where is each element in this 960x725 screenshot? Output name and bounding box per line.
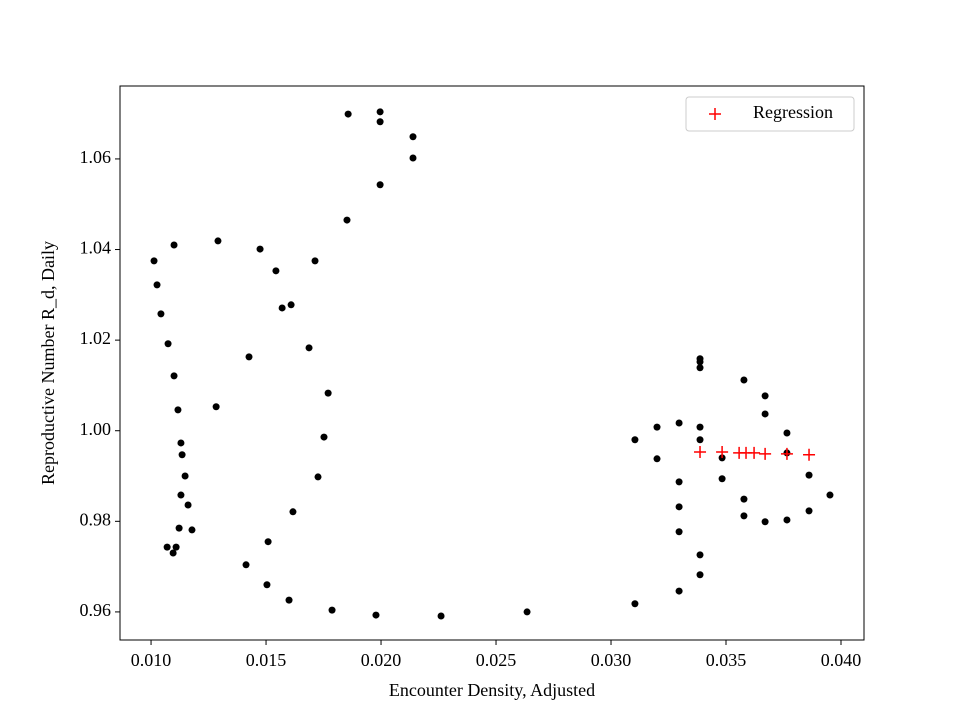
point <box>328 606 336 614</box>
point <box>376 108 384 116</box>
point <box>320 433 328 441</box>
point <box>696 423 704 431</box>
point <box>177 491 185 499</box>
x-tick-label: 0.040 <box>821 650 862 670</box>
point <box>748 446 761 459</box>
point <box>675 503 683 511</box>
x-tick-label: 0.010 <box>131 650 172 670</box>
y-tick-label: 1.06 <box>80 147 112 167</box>
point <box>150 257 158 265</box>
point <box>675 419 683 427</box>
point <box>761 410 769 418</box>
point <box>805 507 813 515</box>
point <box>175 524 183 532</box>
point <box>214 237 222 245</box>
point <box>188 526 196 534</box>
point <box>696 551 704 559</box>
point <box>780 447 793 460</box>
point <box>153 281 161 289</box>
point <box>174 406 182 414</box>
point <box>170 241 178 249</box>
point <box>696 571 704 579</box>
point <box>169 549 177 557</box>
point <box>783 429 791 437</box>
point <box>177 439 185 447</box>
legend-marker <box>709 108 721 120</box>
point <box>376 181 384 189</box>
point <box>163 543 171 551</box>
point <box>285 596 293 604</box>
point <box>287 301 295 309</box>
point <box>372 611 380 619</box>
x-tick-label: 0.035 <box>706 650 747 670</box>
point <box>314 473 322 481</box>
y-tick-label: 0.96 <box>80 600 112 620</box>
point <box>761 392 769 400</box>
point <box>740 512 748 520</box>
point <box>324 389 332 397</box>
x-axis-label: Encounter Density, Adjusted <box>389 680 595 700</box>
point <box>289 508 297 516</box>
legend-label: Regression <box>753 102 833 122</box>
y-tick-label: 1.02 <box>80 328 112 348</box>
point <box>826 491 834 499</box>
point <box>653 455 661 463</box>
point <box>761 518 769 526</box>
point <box>264 538 272 546</box>
y-axis-label: Reproductive Number R_d, Daily <box>38 241 58 485</box>
point <box>409 133 417 141</box>
point <box>242 561 250 569</box>
point <box>157 310 165 318</box>
point <box>170 372 178 380</box>
point <box>759 447 772 460</box>
point <box>311 257 319 265</box>
y-tick-label: 0.98 <box>80 509 112 529</box>
point <box>631 436 639 444</box>
point <box>376 118 384 126</box>
point <box>212 403 220 411</box>
point <box>343 216 351 224</box>
point <box>178 451 186 459</box>
plot-frame <box>119 85 865 641</box>
point <box>694 446 707 459</box>
point <box>437 612 445 620</box>
point <box>172 543 180 551</box>
x-tick-label: 0.030 <box>591 650 632 670</box>
y-tick-label: 1.04 <box>80 238 112 258</box>
x-tick-label: 0.015 <box>246 650 287 670</box>
y-tick-label: 1.00 <box>80 419 112 439</box>
point <box>718 475 726 483</box>
point <box>256 245 264 253</box>
point <box>263 581 271 589</box>
point <box>278 304 286 312</box>
point <box>803 448 816 461</box>
point <box>164 340 172 348</box>
point <box>181 472 189 480</box>
point <box>631 600 639 608</box>
point <box>696 364 704 372</box>
point <box>740 495 748 503</box>
x-tick-label: 0.025 <box>476 650 517 670</box>
point <box>409 154 417 162</box>
point <box>344 110 352 118</box>
point <box>696 358 704 366</box>
point <box>783 516 791 524</box>
point <box>675 478 683 486</box>
legend-box <box>685 96 855 132</box>
point <box>653 423 661 431</box>
point <box>523 608 531 616</box>
point <box>305 344 313 352</box>
point <box>675 528 683 536</box>
point <box>740 376 748 384</box>
point <box>716 446 729 459</box>
point <box>675 587 683 595</box>
point <box>696 436 704 444</box>
point <box>805 471 813 479</box>
point <box>184 501 192 509</box>
point <box>272 267 280 275</box>
x-tick-label: 0.020 <box>361 650 402 670</box>
point <box>245 353 253 361</box>
